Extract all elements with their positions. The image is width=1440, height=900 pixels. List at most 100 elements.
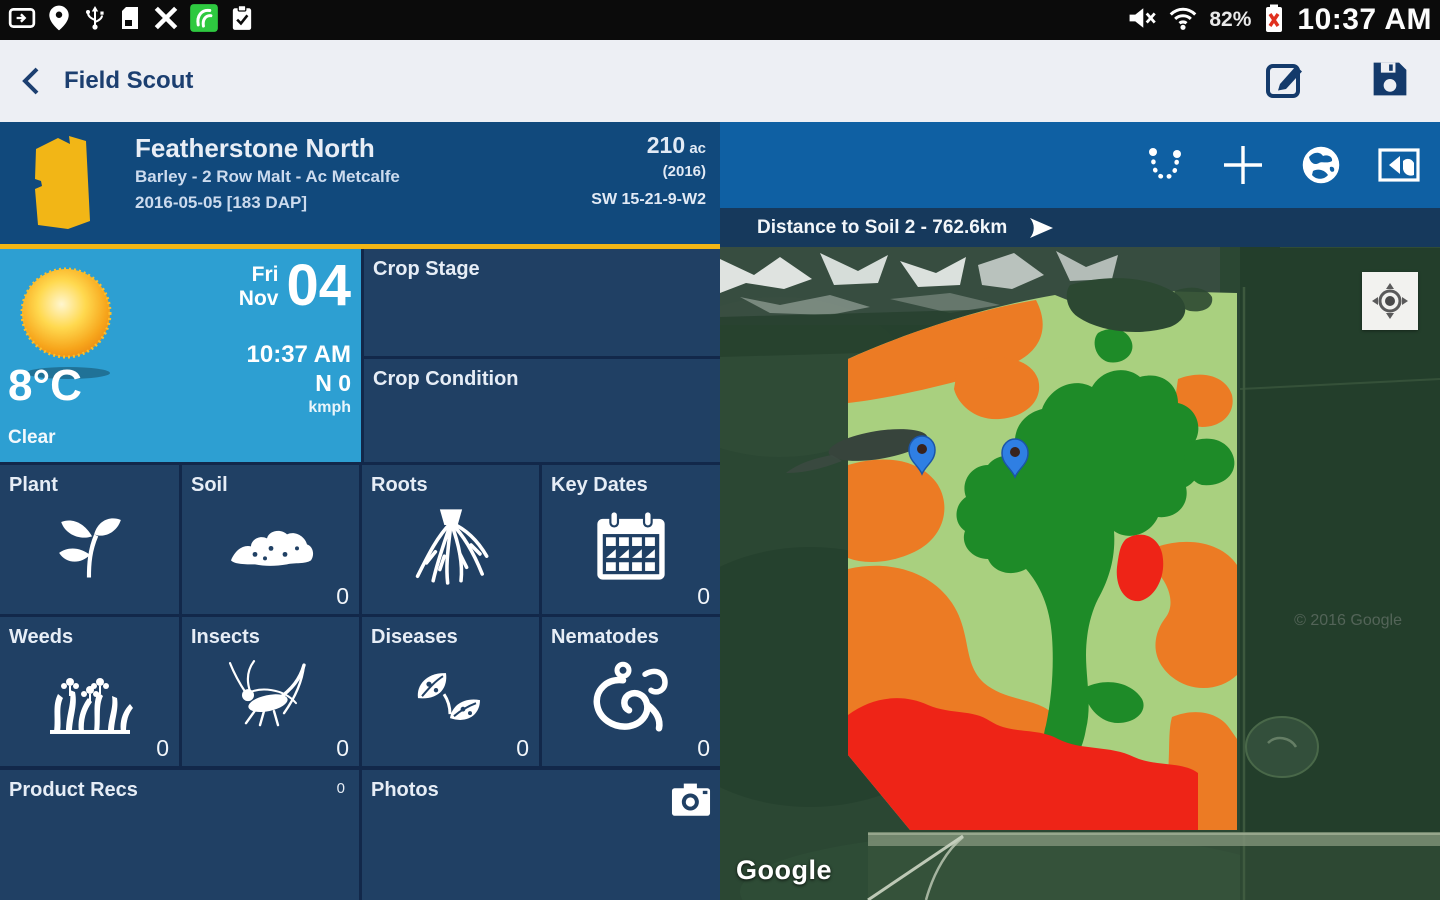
- notification-icons: [0, 3, 256, 38]
- tile-key-dates[interactable]: Key Dates 0: [542, 465, 720, 614]
- tile-key-dates-label: Key Dates: [551, 474, 648, 496]
- tile-soil[interactable]: Soil 0: [182, 465, 359, 614]
- tile-nematodes-count: 0: [697, 735, 710, 761]
- weather-condition: Clear: [8, 427, 56, 448]
- mute-icon: [1125, 3, 1157, 38]
- calendar-icon: [591, 508, 671, 589]
- tile-plant[interactable]: Plant: [0, 465, 179, 614]
- crop-stage-tile[interactable]: Crop Stage: [364, 249, 720, 356]
- crop-condition-tile[interactable]: Crop Condition: [364, 359, 720, 462]
- map-canvas: [640, 246, 1440, 900]
- field-summary-panel: Featherstone North Barley - 2 Row Malt -…: [0, 122, 720, 900]
- tile-soil-count: 0: [336, 583, 349, 609]
- globe-icon[interactable]: [1299, 143, 1343, 187]
- wind-direction: N: [315, 370, 332, 396]
- weather-tile[interactable]: 8°C Clear Fri Nov 04 10:37 AM N 0 kmph: [0, 249, 361, 462]
- diseases-icon: [408, 665, 494, 736]
- distance-text: Distance to Soil 2 - 762.6km: [757, 216, 1008, 238]
- tile-key-dates-count: 0: [697, 583, 710, 609]
- weather-date: Fri Nov 04: [239, 257, 351, 315]
- tile-insects[interactable]: Insects 0: [182, 617, 359, 766]
- tile-nematodes-label: Nematodes: [551, 626, 659, 648]
- field-area: 210: [646, 132, 686, 158]
- weather-weekday: Fri: [251, 263, 279, 286]
- crosshair-icon: [1372, 283, 1408, 319]
- tile-insects-count: 0: [336, 735, 349, 761]
- insect-icon: [226, 660, 316, 743]
- route-icon[interactable]: [1143, 143, 1187, 187]
- map-copyright: © 2016 Google: [1294, 612, 1402, 629]
- roots-icon: [410, 508, 492, 591]
- map-pin-2[interactable]: [1001, 438, 1029, 479]
- add-marker-icon[interactable]: [1220, 142, 1266, 188]
- weather-details: 10:37 AM N 0 kmph: [247, 341, 351, 419]
- field-variety: Barley - 2 Row Malt - Ac Metcalfe: [135, 167, 400, 186]
- weather-month: Nov: [238, 287, 279, 310]
- crop-condition-label: Crop Condition: [373, 368, 519, 390]
- accent-rule: [0, 244, 720, 249]
- tile-plant-label: Plant: [9, 474, 58, 496]
- field-header[interactable]: Featherstone North Barley - 2 Row Malt -…: [0, 122, 720, 244]
- tile-diseases-count: 0: [516, 735, 529, 761]
- field-boundary-icon: [28, 133, 98, 238]
- wifi-icon: [1167, 4, 1199, 37]
- camera-icon: [670, 782, 712, 823]
- tile-weeds[interactable]: Weeds 0: [0, 617, 179, 766]
- screenshot-icon: [8, 4, 36, 37]
- back-button[interactable]: [18, 64, 44, 98]
- edit-button[interactable]: [1262, 56, 1308, 107]
- usb-icon: [82, 4, 108, 37]
- system-status-icons: 82% 10:37 AM: [1125, 2, 1440, 39]
- map-view[interactable]: © 2016 Google Google: [640, 246, 1440, 900]
- save-button[interactable]: [1370, 59, 1410, 104]
- field-seed-date: 2016-05-05 [183 DAP]: [135, 193, 307, 212]
- tile-diseases[interactable]: Diseases 0: [362, 617, 539, 766]
- location-icon: [45, 4, 73, 37]
- tile-soil-label: Soil: [191, 474, 228, 496]
- tile-product-recs[interactable]: Product Recs 0: [0, 770, 359, 900]
- field-info: Featherstone North Barley - 2 Row Malt -…: [135, 132, 400, 216]
- sd-card-icon: [117, 4, 143, 37]
- tile-photos[interactable]: Photos: [362, 770, 720, 900]
- field-meta: 210 ac (2016) SW 15-21-9-W2: [591, 132, 706, 215]
- clipboard-icon: [228, 4, 256, 37]
- weeds-icon: [46, 660, 134, 741]
- google-logo: Google: [736, 855, 832, 885]
- tile-photos-label: Photos: [371, 779, 439, 801]
- distance-arrow-icon: [1027, 217, 1055, 239]
- basemap-icon[interactable]: [1376, 142, 1422, 188]
- wind-unit: kmph: [308, 399, 351, 416]
- tile-weeds-label: Weeds: [9, 626, 74, 648]
- tile-diseases-label: Diseases: [371, 626, 458, 648]
- soil-icon: [225, 517, 317, 578]
- battery-percent: 82%: [1209, 8, 1252, 31]
- status-bar: 82% 10:37 AM: [0, 0, 1440, 40]
- battery-alert-icon: [1261, 2, 1287, 39]
- app-bar: Field Scout: [0, 40, 1440, 122]
- tile-product-recs-label: Product Recs: [9, 779, 138, 801]
- wind-speed: 0: [338, 370, 351, 396]
- map-pin-1[interactable]: [908, 435, 936, 476]
- tile-roots-label: Roots: [371, 474, 428, 496]
- weather-day: 04: [286, 253, 351, 318]
- distance-bar[interactable]: Distance to Soil 2 - 762.6km: [720, 208, 1440, 247]
- tile-nematodes[interactable]: Nematodes 0: [542, 617, 720, 766]
- tile-roots[interactable]: Roots: [362, 465, 539, 614]
- page-title: Field Scout: [64, 67, 194, 94]
- field-legal-location: SW 15-21-9-W2: [591, 191, 706, 208]
- tile-product-recs-count: 0: [336, 780, 345, 797]
- temperature: 8°C: [8, 361, 82, 410]
- sun-icon: [20, 267, 112, 379]
- field-area-unit: ac: [689, 140, 706, 157]
- field-name: Featherstone North: [135, 133, 375, 163]
- plant-icon: [52, 510, 128, 587]
- cancel-icon: [152, 4, 180, 37]
- call-icon: [189, 3, 219, 38]
- tile-insects-label: Insects: [191, 626, 260, 648]
- my-location-button[interactable]: [1362, 272, 1418, 330]
- field-year: (2016): [662, 163, 706, 180]
- tile-weeds-count: 0: [156, 735, 169, 761]
- weather-time: 10:37 AM: [246, 341, 351, 368]
- crop-stage-label: Crop Stage: [373, 258, 480, 280]
- map-toolbar: [720, 122, 1440, 208]
